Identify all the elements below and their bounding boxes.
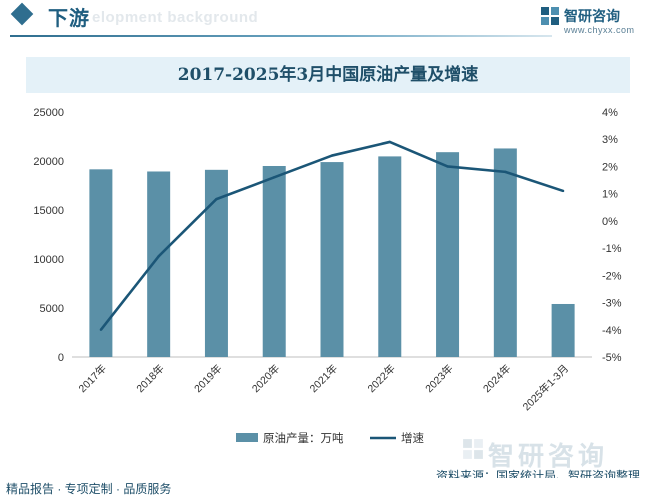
x-tick-label: 2024年: [480, 362, 513, 395]
y-left-tick-label: 15000: [33, 205, 64, 217]
line-point: [388, 140, 391, 144]
line-point: [561, 189, 565, 193]
header: elopment background 下游 智研咨询 www.chyxx.co…: [0, 0, 656, 40]
line-point: [99, 328, 103, 331]
section-title: 下游: [48, 8, 90, 30]
line-point: [446, 165, 449, 168]
y-left-tick-label: 10000: [33, 254, 64, 266]
y-right-tick-label: -2%: [602, 270, 622, 282]
x-tick-label: 2023年: [423, 362, 456, 395]
bar: [204, 169, 228, 357]
line-point: [330, 154, 334, 157]
y-right-tick-label: 1%: [602, 189, 618, 201]
y-left-tick-label: 5000: [40, 303, 64, 315]
bar: [147, 171, 171, 357]
watermark-logo-icon: [463, 439, 483, 459]
brand-logo-icon: [541, 7, 559, 25]
line-point: [273, 176, 276, 179]
bar: [320, 162, 344, 357]
y-right-tick-label: -1%: [602, 243, 622, 255]
y-right-tick-label: 2%: [602, 161, 618, 173]
x-tick-label: 2017年: [76, 362, 109, 395]
line-point: [504, 170, 507, 174]
legend-label-line: 增速: [401, 431, 424, 445]
chart-title-bar: 2017-2025年3月中国原油产量及增速: [26, 57, 630, 93]
y-right-tick-label: -3%: [602, 298, 622, 310]
bar: [378, 156, 402, 357]
bar: [89, 169, 113, 357]
bar: [262, 165, 286, 357]
bar: [436, 152, 460, 357]
line-point: [215, 197, 218, 201]
header-divider: [10, 35, 552, 37]
line-point: [157, 255, 160, 258]
y-right-tick-label: 0%: [602, 216, 618, 228]
chart-title: 2017-2025年3月中国原油产量及增速: [177, 65, 479, 85]
watermark-text: 智研咨询: [488, 441, 609, 471]
y-left-tick-label: 0: [58, 352, 64, 364]
x-tick-label: 2018年: [134, 362, 167, 395]
x-tick-label: 2022年: [365, 362, 398, 395]
y-right-tick-label: 4%: [602, 107, 618, 119]
bar: [551, 303, 575, 357]
x-tick-label: 2020年: [249, 362, 282, 395]
section-subtitle: elopment background: [92, 9, 259, 26]
footer-tagline: 精品报告 · 专项定制 · 品质服务: [6, 482, 172, 496]
chart: 0 5000 10000 15000 20000 25000 -5% -4% -3% -2% -1%…: [33, 107, 622, 445]
x-tick-label: 2025年1-3月: [520, 362, 571, 413]
legend-swatch-bar: [236, 433, 258, 442]
y-right-tick-label: -4%: [602, 325, 622, 337]
x-tick-label: 2019年: [191, 362, 224, 395]
y-right-tick-label: 3%: [602, 134, 618, 146]
y-left-tick-label: 25000: [33, 107, 64, 119]
brand-name: 智研咨询: [564, 8, 620, 24]
brand: 智研咨询 www.chyxx.com: [540, 4, 640, 40]
bar: [493, 148, 517, 357]
legend-label-bar: 原油产量：万吨: [263, 431, 344, 445]
footer: 精品报告 · 专项定制 · 品质服务: [0, 478, 656, 501]
x-tick-label: 2021年: [307, 362, 340, 395]
y-right-tick-label: -5%: [602, 352, 622, 364]
brand-url: www.chyxx.com: [564, 25, 635, 35]
y-left-tick-label: 20000: [33, 156, 64, 168]
